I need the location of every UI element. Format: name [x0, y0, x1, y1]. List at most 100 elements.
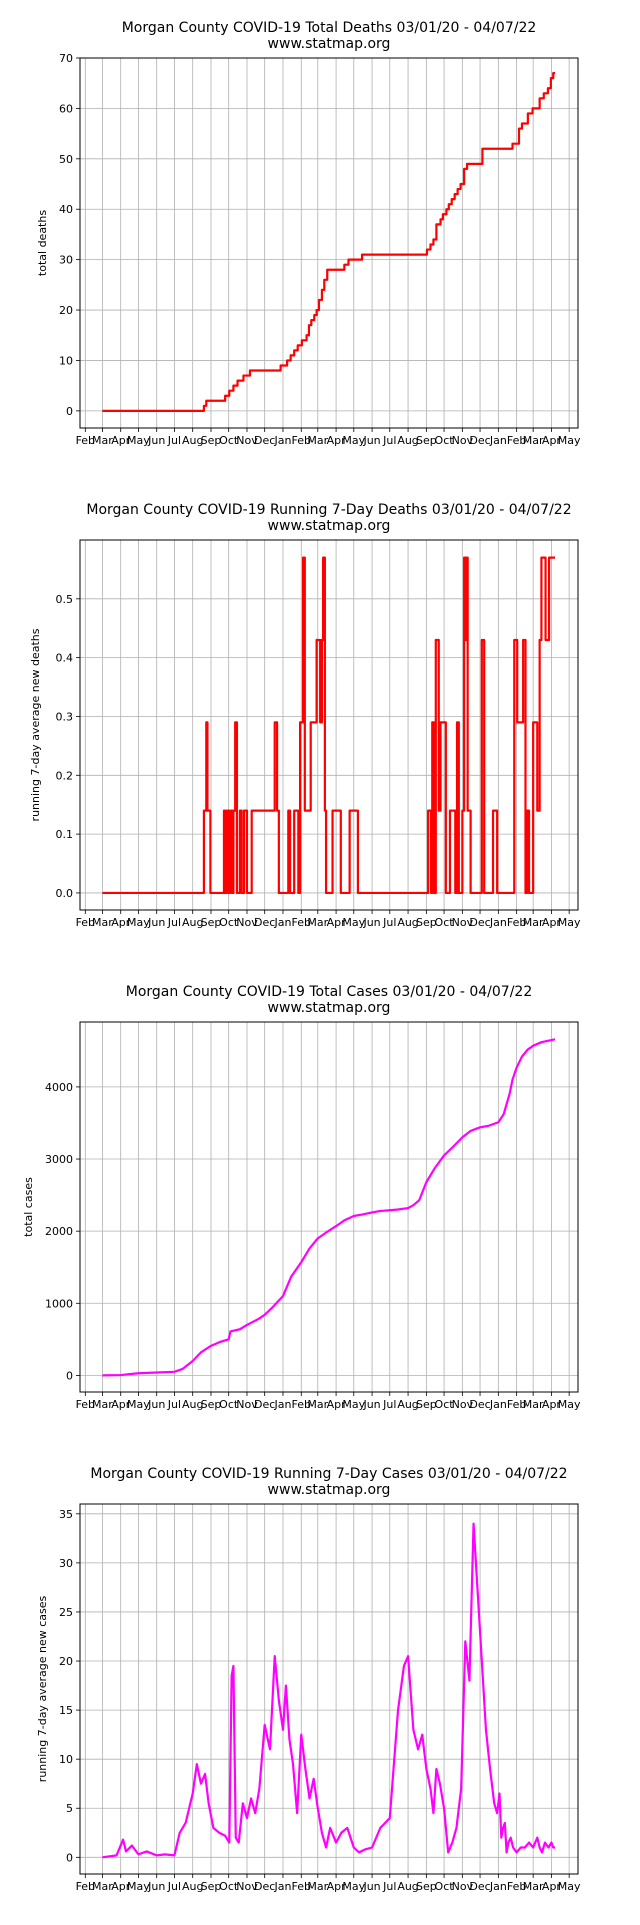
chart-subtitle: www.statmap.org: [268, 1000, 391, 1016]
x-tick-label: Sep: [416, 1398, 437, 1411]
x-tick-label: May: [127, 1880, 150, 1893]
x-tick-label: Nov: [236, 1880, 258, 1893]
chart-subtitle: www.statmap.org: [268, 518, 391, 534]
x-tick-label: Jul: [382, 1880, 396, 1893]
x-tick-label: Sep: [416, 434, 437, 447]
x-tick-label: Dec: [254, 434, 275, 447]
x-tick-label: Aug: [397, 434, 418, 447]
x-tick-label: Jun: [147, 1880, 165, 1893]
x-tick-label: Sep: [416, 1880, 437, 1893]
x-tick-label: Jan: [273, 1880, 291, 1893]
x-tick-label: May: [127, 434, 150, 447]
y-tick-label: 60: [59, 102, 73, 115]
grid: [80, 57, 578, 428]
series-line: [102, 1522, 555, 1859]
x-tick-label: Apr: [542, 434, 562, 447]
x-tick-label: Apr: [327, 1398, 347, 1411]
grid: [80, 540, 578, 910]
chart-1: Morgan County COVID-19 Total Deaths 03/0…: [36, 20, 581, 447]
x-tick-label: Jun: [362, 1398, 380, 1411]
y-tick-label: 15: [59, 1704, 73, 1717]
y-tick-label: 30: [59, 1557, 73, 1570]
x-tick-label: Feb: [76, 916, 95, 929]
x-tick-label: Oct: [435, 1398, 455, 1411]
x-tick-label: Oct: [435, 1880, 455, 1893]
x-tick-label: Jun: [362, 1880, 380, 1893]
x-tick-label: Nov: [236, 916, 258, 929]
x-tick-label: Sep: [201, 1880, 222, 1893]
x-tick-label: Jul: [167, 434, 181, 447]
x-tick-label: Mar: [307, 916, 328, 929]
y-tick-label: 50: [59, 153, 73, 166]
chart-subtitle: www.statmap.org: [268, 1482, 391, 1498]
x-tick-label: Nov: [452, 434, 474, 447]
x-tick-label: Mar: [92, 1398, 113, 1411]
x-tick-label: Feb: [76, 1880, 95, 1893]
x-tick-label: Mar: [307, 1398, 328, 1411]
x-tick-label: Feb: [292, 1398, 311, 1411]
x-tick-label: Jan: [273, 434, 291, 447]
x-tick-label: Dec: [254, 1880, 275, 1893]
y-tick-label: 70: [59, 52, 73, 65]
x-tick-label: Apr: [327, 916, 347, 929]
x-tick-label: Jul: [382, 1398, 396, 1411]
x-tick-label: Feb: [507, 1398, 526, 1411]
plot-frame: [79, 1021, 579, 1393]
y-tick-label: 0.4: [56, 652, 74, 665]
y-tick-label: 0.2: [56, 769, 74, 782]
x-tick-label: Sep: [201, 1398, 222, 1411]
x-tick-label: Aug: [182, 1398, 203, 1411]
x-tick-label: Nov: [452, 1398, 474, 1411]
grid: [80, 1504, 578, 1874]
x-tick-label: Apr: [542, 916, 562, 929]
x-tick-label: Oct: [219, 434, 239, 447]
x-tick-label: Feb: [76, 1398, 95, 1411]
y-tick-label: 2000: [45, 1225, 73, 1238]
x-tick-label: Feb: [507, 1880, 526, 1893]
x-tick-label: Apr: [327, 1880, 347, 1893]
x-tick-label: May: [127, 1398, 150, 1411]
x-tick-label: May: [342, 916, 365, 929]
x-tick-label: Jun: [147, 916, 165, 929]
chart-4: Morgan County COVID-19 Running 7-Day Cas…: [36, 1466, 581, 1893]
y-tick-label: 25: [59, 1606, 73, 1619]
x-tick-label: Nov: [236, 434, 258, 447]
chart-title: Morgan County COVID-19 Running 7-Day Dea…: [86, 502, 571, 518]
x-tick-label: Feb: [507, 916, 526, 929]
x-tick-label: Oct: [219, 1398, 239, 1411]
x-tick-label: Apr: [542, 1880, 562, 1893]
x-tick-label: Apr: [111, 1398, 131, 1411]
series-line: [102, 72, 555, 412]
x-tick-label: Dec: [469, 1398, 490, 1411]
x-tick-label: May: [342, 1880, 365, 1893]
chart-3: Morgan County COVID-19 Total Cases 03/01…: [22, 984, 581, 1411]
y-axis-label: running 7-day average new deaths: [29, 628, 42, 821]
y-axis-label: running 7-day average new cases: [36, 1596, 49, 1783]
y-axis-label: total cases: [22, 1177, 35, 1237]
x-tick-label: Mar: [523, 434, 544, 447]
grid: [80, 1022, 578, 1392]
x-tick-label: Aug: [182, 434, 203, 447]
x-tick-label: Mar: [307, 1880, 328, 1893]
x-tick-label: Dec: [469, 434, 490, 447]
x-tick-label: Aug: [182, 916, 203, 929]
x-tick-label: Mar: [92, 434, 113, 447]
y-tick-label: 4000: [45, 1081, 73, 1094]
x-tick-label: Jan: [489, 434, 507, 447]
x-tick-label: Feb: [292, 1880, 311, 1893]
y-tick-label: 3000: [45, 1153, 73, 1166]
x-tick-label: Jun: [362, 434, 380, 447]
x-tick-label: Nov: [236, 1398, 258, 1411]
chart-title: Morgan County COVID-19 Running 7-Day Cas…: [90, 1466, 567, 1482]
x-tick-label: Sep: [201, 916, 222, 929]
y-tick-label: 0: [66, 1851, 73, 1864]
y-tick-label: 0: [66, 405, 73, 418]
x-tick-label: May: [558, 916, 581, 929]
x-tick-label: Jul: [382, 916, 396, 929]
x-tick-label: Jan: [273, 1398, 291, 1411]
x-tick-label: Feb: [76, 434, 95, 447]
x-tick-label: Jul: [167, 1880, 181, 1893]
x-tick-label: Jun: [147, 1398, 165, 1411]
chart-2: Morgan County COVID-19 Running 7-Day Dea…: [29, 502, 581, 929]
